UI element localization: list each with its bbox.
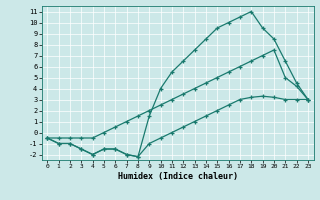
X-axis label: Humidex (Indice chaleur): Humidex (Indice chaleur)	[118, 172, 237, 181]
